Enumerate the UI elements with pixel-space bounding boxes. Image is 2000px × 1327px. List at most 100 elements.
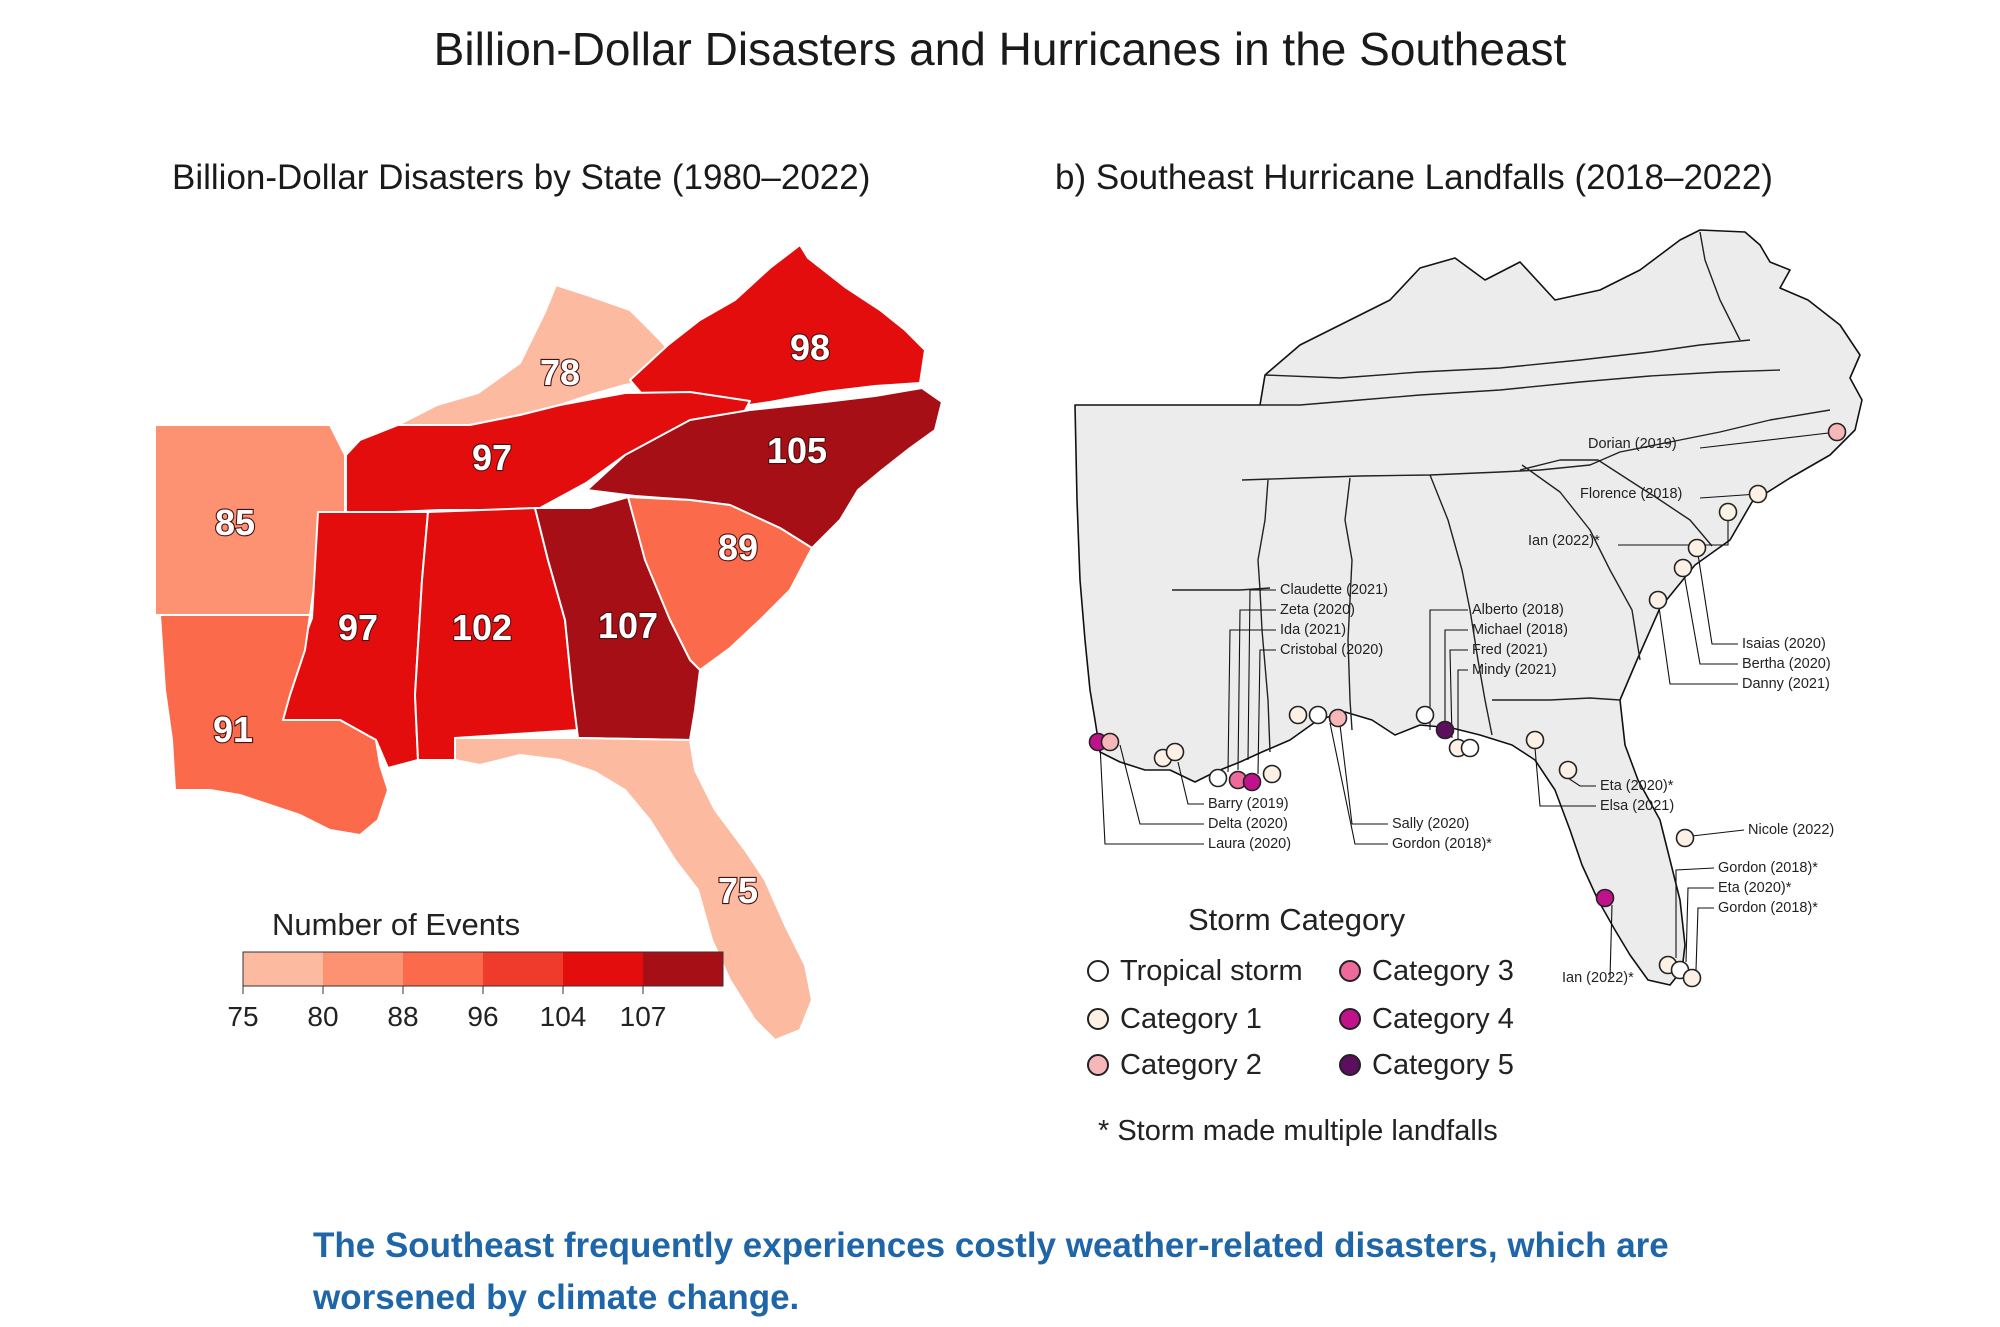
landfall-label: Gordon (2018)* xyxy=(1718,900,1818,916)
leader-line xyxy=(1429,609,1468,730)
state-virginia xyxy=(629,244,926,416)
state-value-labels: 78 98 85 97 105 89 97 102 107 91 75 xyxy=(212,326,831,912)
landfall-label: Claudette (2021) xyxy=(1280,582,1388,598)
leader-line xyxy=(1567,777,1596,787)
category-swatch xyxy=(1339,960,1361,982)
landfall-marker xyxy=(1242,772,1262,792)
category-label: Category 5 xyxy=(1372,1049,1514,1081)
category-swatch xyxy=(1087,1008,1109,1030)
category-swatch xyxy=(1339,1054,1361,1076)
category-swatch xyxy=(1339,1008,1361,1030)
landfall-marker xyxy=(1328,708,1348,728)
multiple-landfalls-note: * Storm made multiple landfalls xyxy=(1098,1115,1498,1147)
landfall-marker xyxy=(1208,768,1228,788)
category-label: Category 2 xyxy=(1120,1049,1262,1081)
leader-line xyxy=(1675,867,1715,958)
legend-tick-label: 75 xyxy=(227,1001,258,1032)
label-arkansas: 85 xyxy=(215,502,255,543)
landfall-marker xyxy=(1525,730,1545,750)
leader-line xyxy=(1329,722,1388,845)
leader-line xyxy=(1691,829,1745,837)
landfall-label: Isaias (2020) xyxy=(1742,636,1826,652)
legend-swatch xyxy=(483,952,563,986)
landfall-marker xyxy=(1415,705,1435,725)
landfall-marker xyxy=(1100,732,1120,752)
leader-line xyxy=(1449,649,1468,739)
leader-line xyxy=(1237,609,1276,771)
left-choropleth-map xyxy=(154,244,943,1041)
landfall-marker xyxy=(1827,422,1847,442)
landfall-label: Sally (2020) xyxy=(1392,816,1469,832)
leader-line xyxy=(1457,669,1468,740)
leader-line xyxy=(1119,744,1204,825)
label-virginia: 98 xyxy=(790,327,830,368)
legend-tick-labels: 75 80 88 96 104 107 xyxy=(227,986,666,1032)
landfall-marker xyxy=(1308,705,1328,725)
left-panel-title: Billion-Dollar Disasters by State (1980–… xyxy=(172,158,871,197)
landfall-label: Mindy (2021) xyxy=(1472,662,1557,678)
leader-line xyxy=(1227,629,1276,773)
leader-line xyxy=(1444,629,1468,722)
legend-swatch xyxy=(243,952,323,986)
landfall-label: Bertha (2020) xyxy=(1742,656,1831,672)
landfall-label: Ida (2021) xyxy=(1280,622,1346,638)
category-swatch xyxy=(1087,1054,1109,1076)
category-label: Tropical storm xyxy=(1120,955,1303,987)
leader-line xyxy=(1699,493,1759,499)
right-landfall-map xyxy=(1074,229,1863,986)
leader-line xyxy=(1696,547,1738,645)
legend-tick-label: 96 xyxy=(467,1001,498,1032)
leader-line xyxy=(1339,724,1388,825)
label-florida: 75 xyxy=(718,870,758,911)
landfall-labels: Dorian (2019) Florence (2018) Ian (2022)* I… xyxy=(1208,436,1834,986)
landfall-label: Eta (2020)* xyxy=(1718,880,1792,896)
landfall-marker xyxy=(1673,558,1693,578)
state-louisiana xyxy=(159,614,389,836)
category-swatch xyxy=(1087,960,1109,982)
label-louisiana: 91 xyxy=(213,709,253,750)
landfall-label: Alberto (2018) xyxy=(1472,602,1564,618)
landfall-label: Eta (2020)* xyxy=(1600,778,1674,794)
category-label: Category 3 xyxy=(1372,955,1514,987)
leader-line xyxy=(1257,649,1276,775)
landfall-marker xyxy=(1460,738,1480,758)
label-georgia: 107 xyxy=(598,605,658,646)
label-kentucky: 78 xyxy=(540,352,580,393)
figure-caption: The Southeast frequently experiences cos… xyxy=(313,1226,1669,1317)
leader-line xyxy=(1699,431,1838,449)
landfall-marker xyxy=(1558,760,1578,780)
label-tennessee: 97 xyxy=(472,437,512,478)
leader-line xyxy=(1177,761,1204,805)
landfall-label: Fred (2021) xyxy=(1472,642,1548,658)
leader-line xyxy=(1685,887,1714,963)
leader-line xyxy=(1609,904,1613,979)
label-mississippi: 97 xyxy=(338,607,378,648)
landfall-markers xyxy=(1088,422,1847,988)
leader-line xyxy=(1099,744,1204,845)
label-north-carolina: 105 xyxy=(767,430,827,471)
leader-line xyxy=(1534,747,1596,807)
legend-tick-label: 80 xyxy=(307,1001,338,1032)
leader-line xyxy=(1618,512,1729,546)
landfall-label: Laura (2020) xyxy=(1208,836,1291,852)
legend-swatch xyxy=(643,952,723,986)
state-florida xyxy=(454,737,813,1041)
landfall-label: Nicole (2022) xyxy=(1748,822,1834,838)
figure-title: Billion-Dollar Disasters and Hurricanes … xyxy=(433,23,1567,75)
landfall-label: Michael (2018) xyxy=(1472,622,1568,638)
landfall-marker xyxy=(1262,764,1282,784)
legend-swatch xyxy=(323,952,403,986)
landfall-marker xyxy=(1682,968,1702,988)
right-panel-title: b) Southeast Hurricane Landfalls (2018–2… xyxy=(1055,158,1773,197)
legend-tick-label: 107 xyxy=(620,1001,667,1032)
landfall-label: Gordon (2018)* xyxy=(1718,860,1818,876)
landfall-marker xyxy=(1718,502,1738,522)
leader-line xyxy=(1682,567,1738,665)
label-south-carolina: 89 xyxy=(718,527,758,568)
storm-category-items: Tropical storm Category 1 Category 2 Catego… xyxy=(1087,955,1514,1081)
landfall-label: Zeta (2020) xyxy=(1280,602,1355,618)
landfall-marker xyxy=(1165,742,1185,762)
events-legend: Number of Events 75 80 88 96 104 107 xyxy=(227,907,724,1032)
landfall-label: Danny (2021) xyxy=(1742,676,1830,692)
